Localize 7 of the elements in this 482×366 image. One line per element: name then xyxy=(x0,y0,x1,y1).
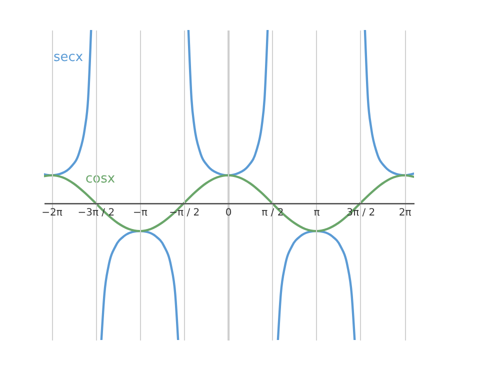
x-tick-label: 0 xyxy=(225,208,232,219)
x-tick-label: 2π xyxy=(398,208,412,219)
series-label: cosx xyxy=(86,171,116,186)
x-tick-label: −2π xyxy=(42,208,62,219)
x-tick-label: π xyxy=(314,208,320,219)
x-tick-label: −π xyxy=(133,208,148,219)
series-label: secx xyxy=(53,50,84,65)
